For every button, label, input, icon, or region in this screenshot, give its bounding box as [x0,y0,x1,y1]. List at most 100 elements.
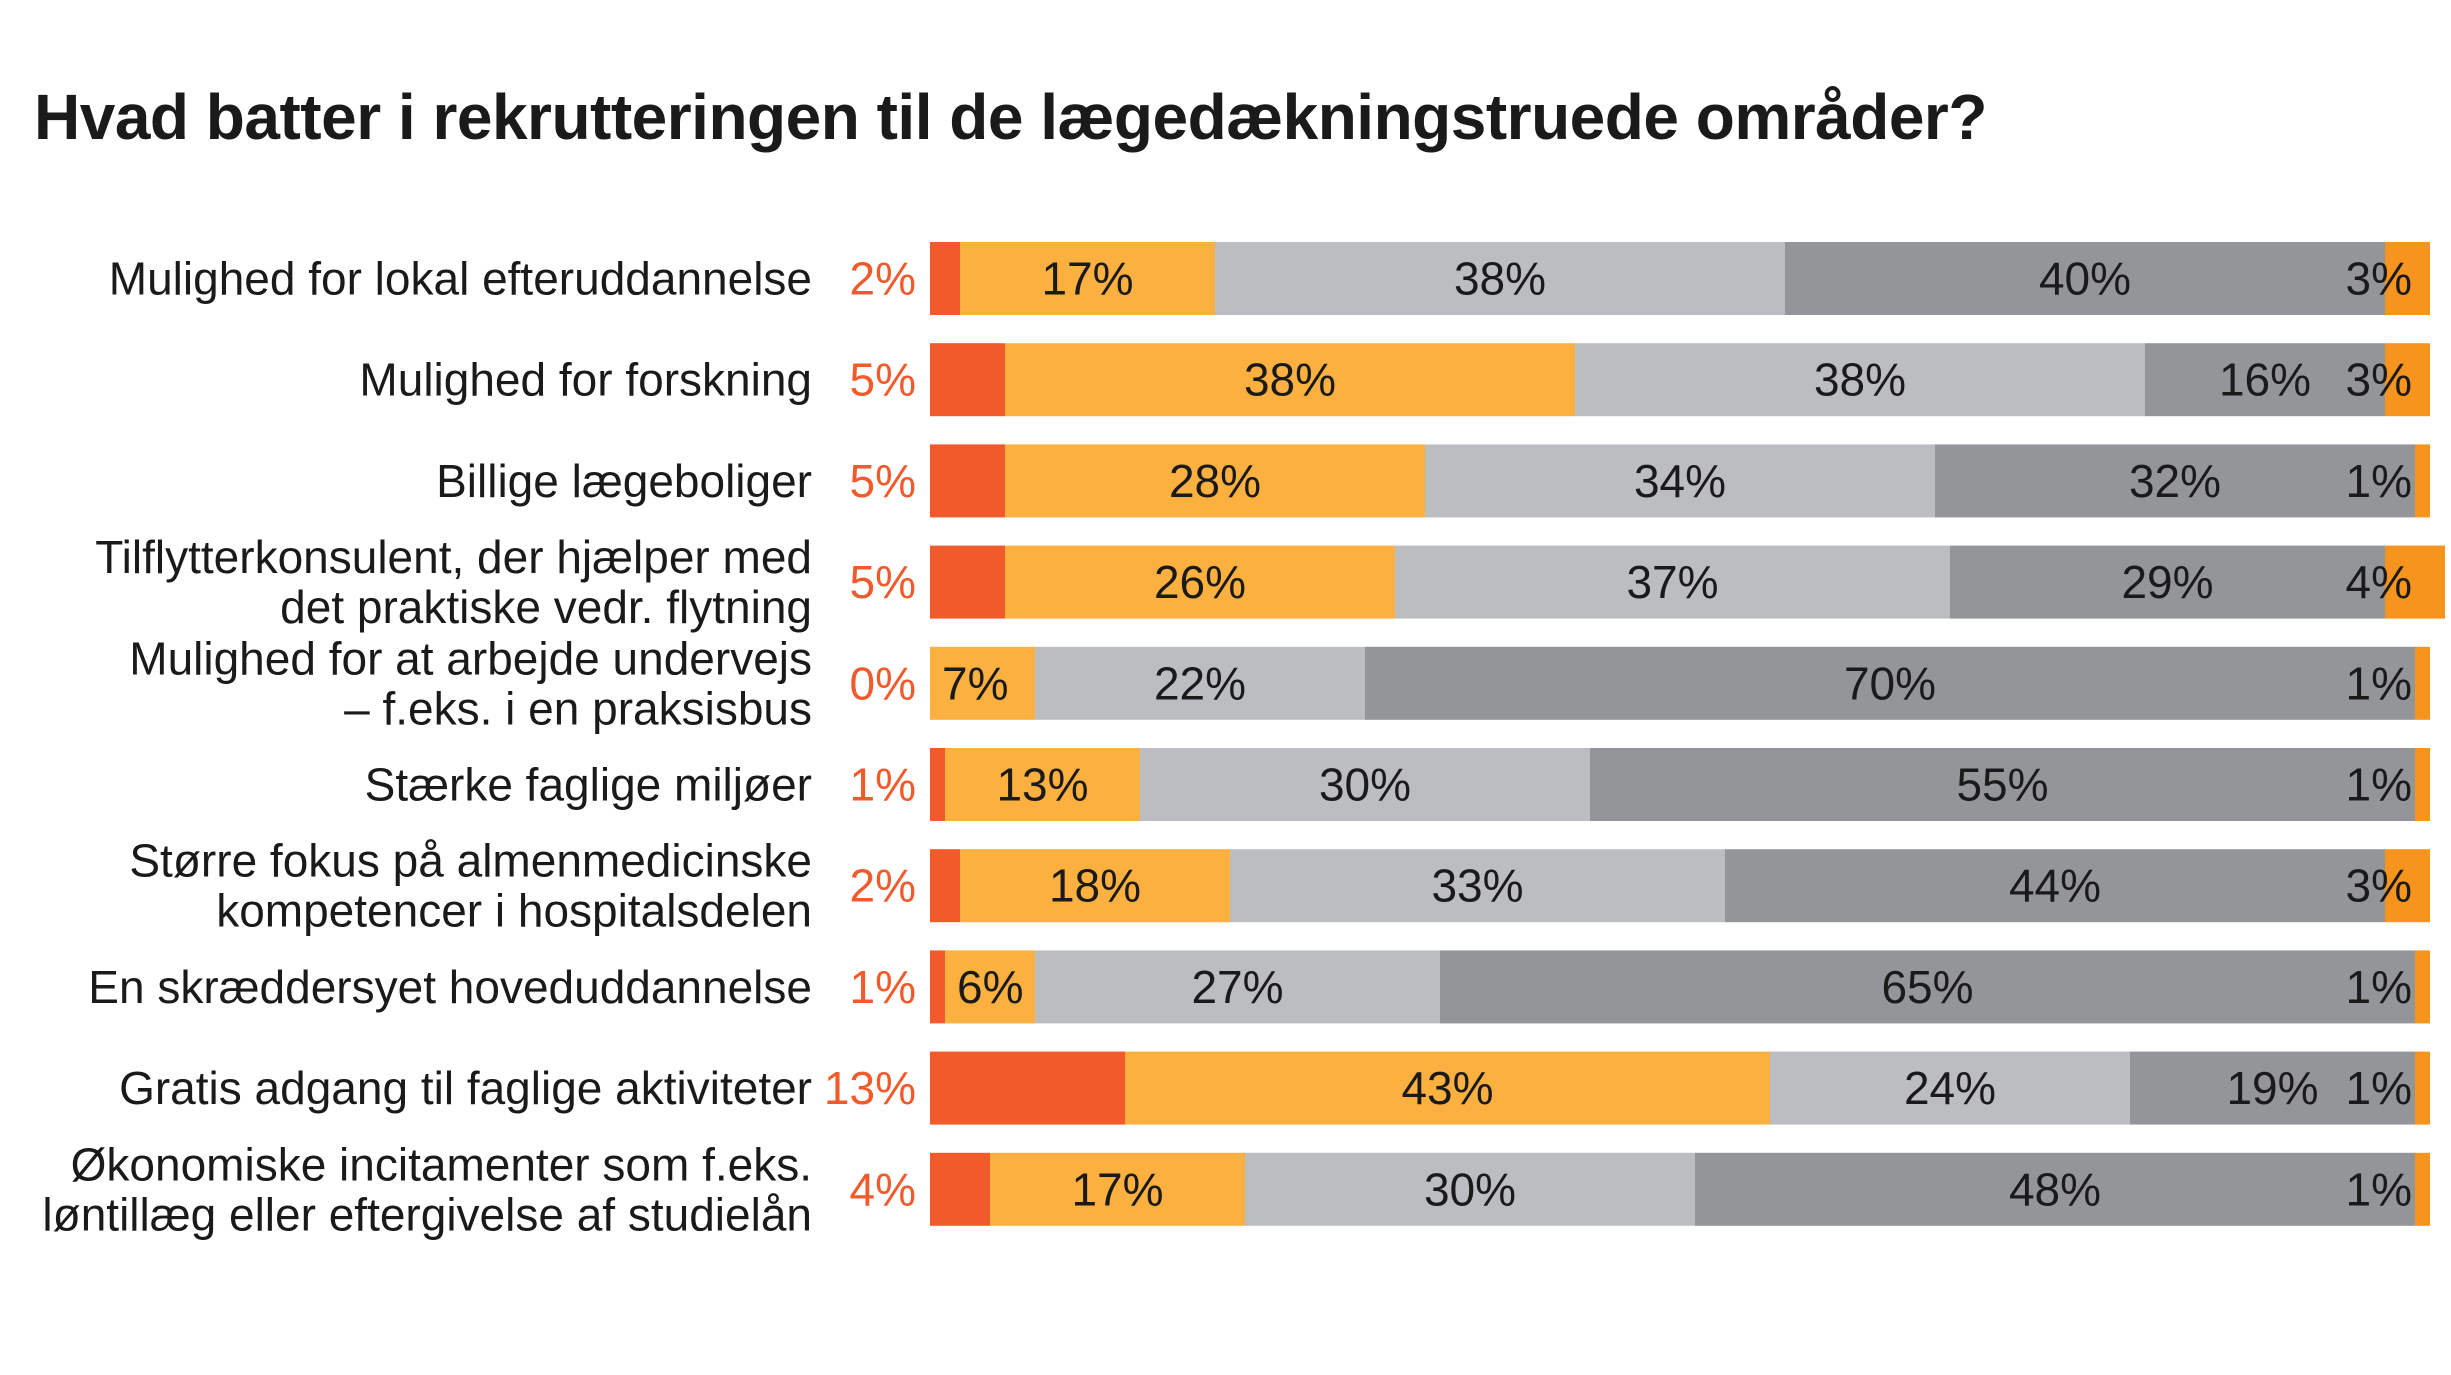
value-label: 48% [2009,1163,2101,1215]
bar-row: Mulighed for at arbejde undervejs – f.eks… [129,632,2430,734]
bar-row: Billige lægeboliger 5% 28% 34% 32% 1% [436,444,2430,518]
value-label: 24% [1904,1062,1996,1114]
bar-segment-great [930,646,1035,720]
bar-row: En skræddersyet hoveduddannelse 1% 6% 27% 65… [88,950,2430,1024]
value-label: 6% [957,961,1023,1013]
bar-segment-no [2415,1152,2430,1226]
value-label: 3% [2346,860,2412,912]
value-label: 1% [2346,759,2412,811]
bar-segment-some [1425,444,1935,518]
value-label: 13% [824,1062,916,1114]
value-label: 33% [1431,860,1523,912]
value-label: 38% [1454,253,1546,305]
bar-segment-some [1140,748,1590,821]
bar-segment-little [1725,849,2385,923]
bar-segment-some [1035,950,1440,1024]
bar-segment-some [1230,849,1725,923]
bar-segment-no [2415,444,2430,518]
bar-segment-some [1035,646,1365,720]
value-label: 27% [1191,961,1283,1013]
value-label: 4% [2346,556,2412,608]
value-label: 43% [1401,1062,1493,1114]
value-label: 17% [1071,1163,1163,1215]
category-label: Større fokus på almenmedicinske kompetenc… [129,835,812,937]
bar-segment-some [1395,545,1950,619]
bar-segment-very-great [930,1051,1125,1125]
bar-segment-great [960,849,1230,923]
bar-segment-great [945,950,1035,1024]
bar-segment-very-great [930,343,1005,417]
value-label: 2% [850,860,916,912]
bar-segment-some [1770,1051,2130,1125]
value-label: 0% [850,657,916,709]
value-label: 30% [1319,759,1411,811]
bar-segment-no [2415,1051,2430,1125]
category-label: Mulighed for lokal efteruddannelse [109,253,812,305]
value-label: 65% [1881,961,1973,1013]
value-label: 1% [850,961,916,1013]
bar-segment-some [1575,343,2145,417]
bar-segment-very-great [930,444,1005,518]
category-label: En skræddersyet hoveduddannelse [88,961,812,1013]
value-label: 1% [2346,1163,2412,1215]
bar-segment-no [2385,242,2430,315]
value-label: 70% [1844,657,1936,709]
value-label: 13% [996,759,1088,811]
category-label: Mulighed for forskning [359,354,812,406]
value-label: 32% [2129,455,2221,507]
bar-segment-little [1590,748,2415,821]
bar-segment-some [1245,1152,1695,1226]
bar-segment-very-great [930,545,1005,619]
value-label: 5% [850,455,916,507]
bar-segment-very-great [930,849,960,923]
bar-segment-little [2130,1051,2415,1125]
value-label: 29% [2121,556,2213,608]
bar-segment-no [2385,343,2430,417]
value-label: 4% [850,1163,916,1215]
category-label: Økonomiske incitamenter som f.eks. løntil… [42,1138,812,1240]
value-label: 5% [850,556,916,608]
bar-segment-little [1950,545,2385,619]
value-label: 22% [1154,657,1246,709]
value-label: 1% [850,759,916,811]
value-label: 1% [2346,455,2412,507]
category-label: Gratis adgang til faglige aktiviteter [119,1062,812,1114]
category-label: Tilflytterkonsulent, der hjælper med det … [95,531,812,633]
value-label: 44% [2009,860,2101,912]
bar-segment-little [1935,444,2415,518]
bar-segment-little [1785,242,2385,315]
bar-segment-no [2415,646,2430,720]
chart-rows: Mulighed for lokal efteruddannelse 2% 17% 3… [42,242,2445,1240]
bar-segment-no [2385,849,2430,923]
chart-title: Hvad batter i rekrutteringen til de læge… [34,81,1987,153]
value-label: 1% [2346,961,2412,1013]
value-label: 38% [1244,354,1336,406]
value-label: 17% [1041,253,1133,305]
bar-segment-very-great [930,950,945,1024]
bar-segment-little [1365,646,2415,720]
bar-segment-little [1695,1152,2415,1226]
value-label: 16% [2219,354,2311,406]
value-label: 18% [1049,860,1141,912]
bar-row: Gratis adgang til faglige aktiviteter 13%… [119,1051,2430,1125]
bar-row: Økonomiske incitamenter som f.eks. løntil… [42,1138,2430,1240]
bar-segment-very-great [930,748,945,821]
bar-segment-great [945,748,1140,821]
bar-segment-great [1005,444,1425,518]
bar-row: Mulighed for forskning 5% 38% 38% 16% 3% [359,343,2430,417]
bar-segment-great [960,242,1215,315]
bar-row: Større fokus på almenmedicinske kompetenc… [129,835,2430,937]
category-label: Mulighed for at arbejde undervejs – f.eks… [129,632,812,734]
value-label: 7% [942,657,1008,709]
bar-segment-no [2415,748,2430,821]
value-label: 1% [2346,1062,2412,1114]
category-label: Billige lægeboliger [436,455,812,507]
value-label: 37% [1626,556,1718,608]
bar-segment-great [990,1152,1245,1226]
bar-segment-no [2415,950,2430,1024]
value-label: 3% [2346,354,2412,406]
value-label: 5% [850,354,916,406]
bar-segment-very-great [930,242,960,315]
bar-row: Mulighed for lokal efteruddannelse 2% 17% 3… [109,242,2430,315]
bar-row: Tilflytterkonsulent, der hjælper med det … [95,531,2445,633]
